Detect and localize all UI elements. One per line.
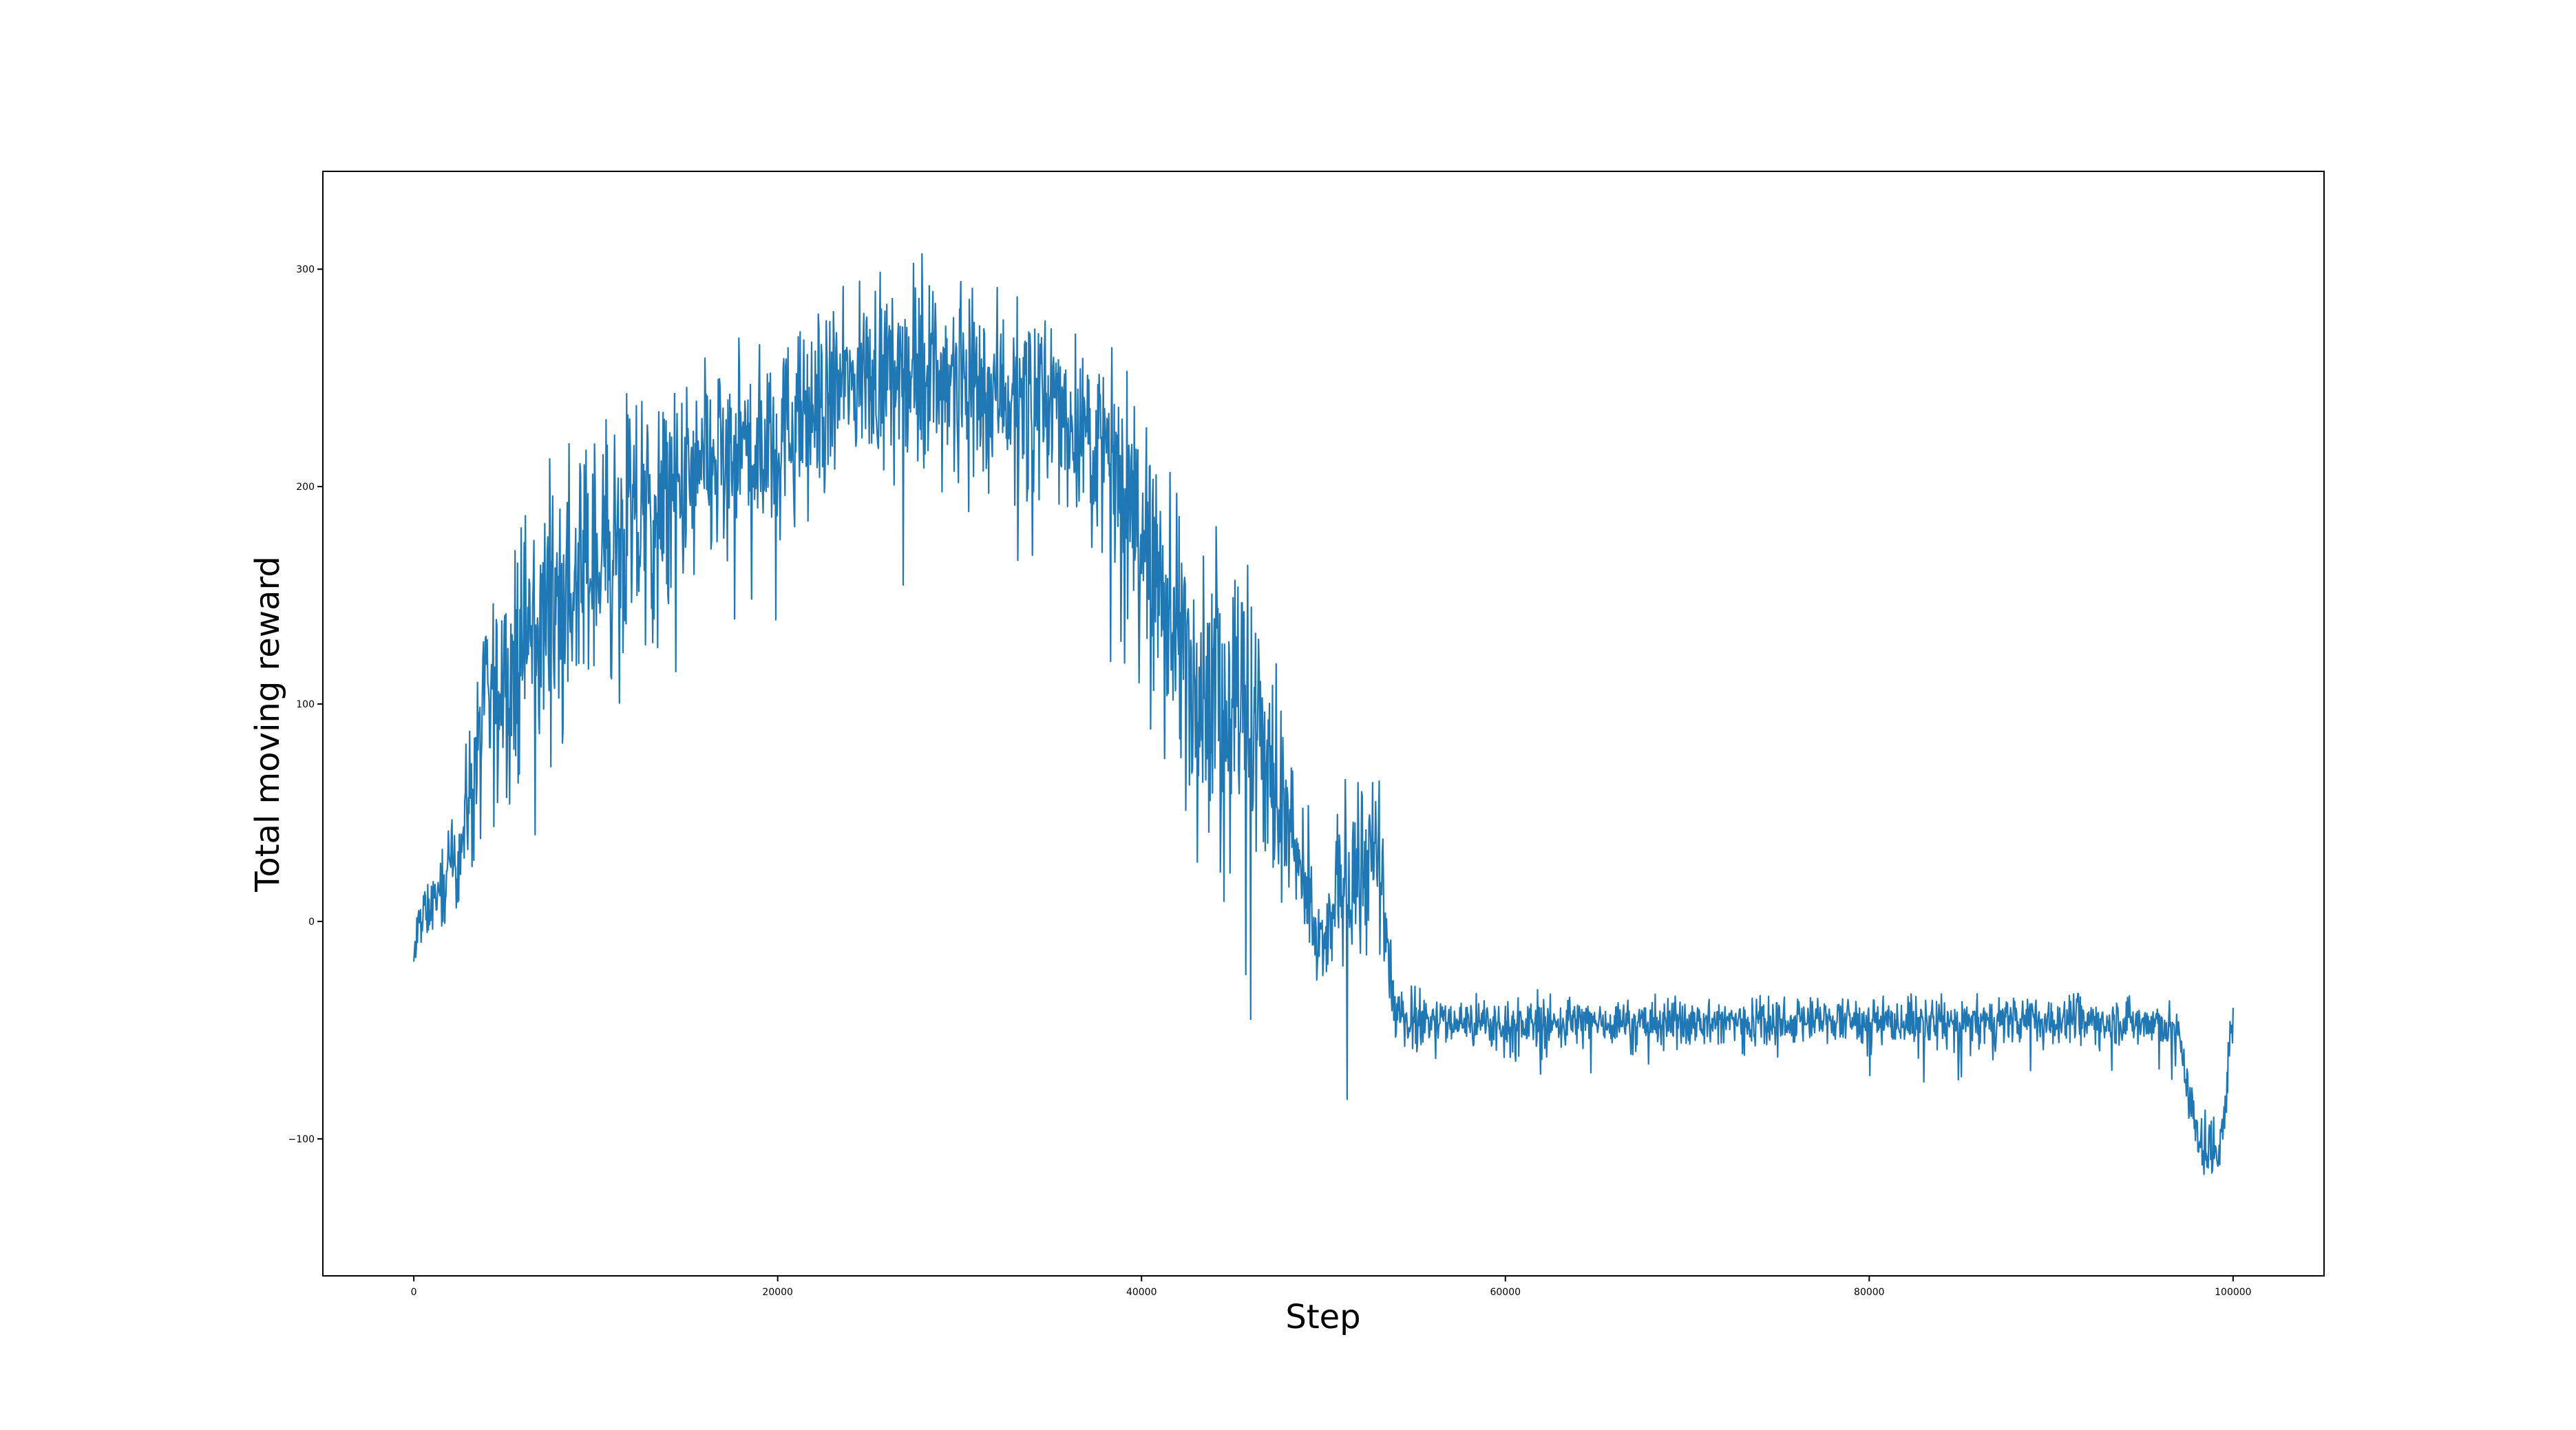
y-tick-label: 0 (308, 917, 315, 928)
x-tick-label: 0 (411, 1287, 417, 1298)
x-tick-label: 40000 (1126, 1287, 1157, 1298)
x-tick-label: 80000 (1854, 1287, 1885, 1298)
x-axis-ticks: 0 20000 40000 60000 80000 100000 (411, 1276, 2252, 1298)
x-tick-label: 20000 (762, 1287, 793, 1298)
y-tick-label: 100 (296, 699, 315, 710)
series-line (413, 253, 2234, 1175)
y-tick-label: −100 (288, 1134, 315, 1145)
y-axis-ticks: −100 0 100 200 300 (288, 264, 323, 1145)
axes-frame (322, 171, 2325, 1277)
x-axis-label: Step (1285, 1298, 1360, 1336)
y-tick-label: 300 (296, 264, 315, 275)
y-tick-label: 200 (296, 482, 315, 493)
x-tick-label: 60000 (1490, 1287, 1521, 1298)
x-tick-label: 100000 (2215, 1287, 2251, 1298)
y-axis-label: Total moving reward (249, 556, 287, 893)
plot-area (413, 253, 2234, 1175)
